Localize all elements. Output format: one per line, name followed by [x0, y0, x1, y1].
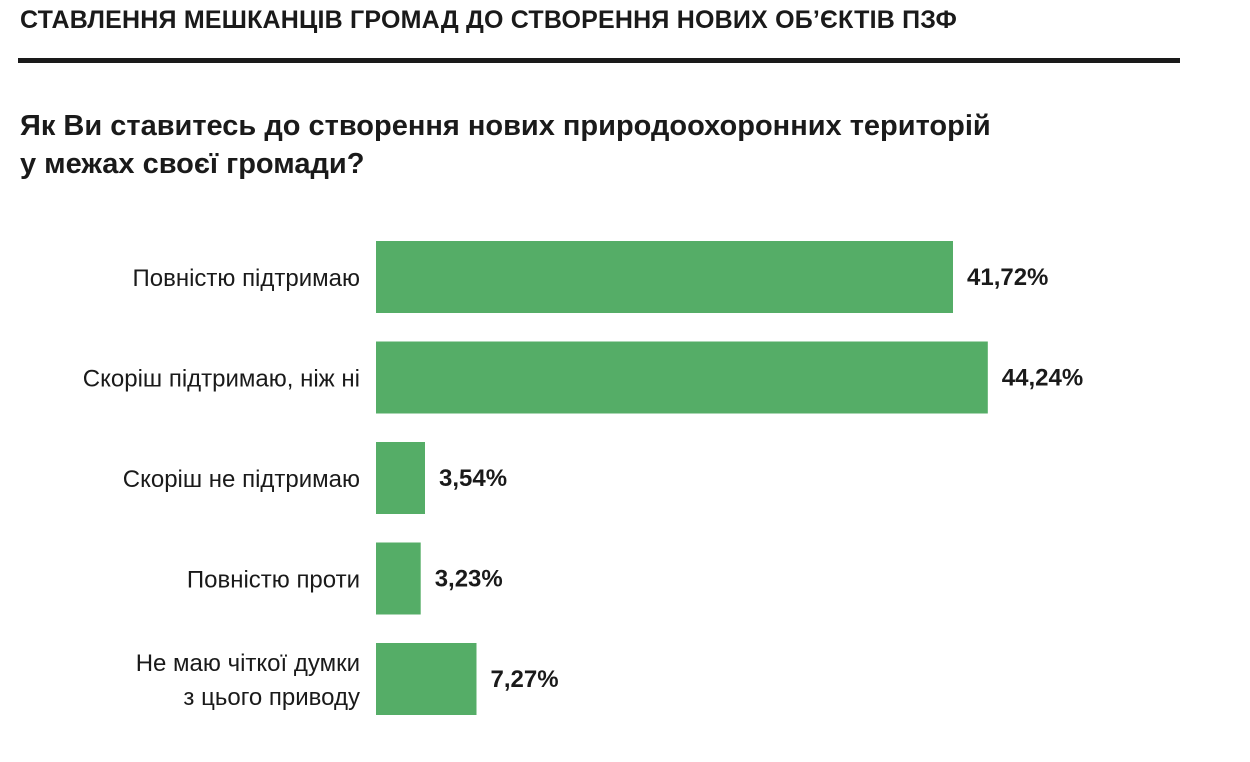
value-label-2: 44,24%	[1002, 365, 1083, 392]
page-title: СТАВЛЕННЯ МЕШКАНЦІВ ГРОМАД ДО СТВОРЕННЯ …	[20, 6, 958, 34]
question-line-2: у межах своєї громади?	[20, 148, 365, 180]
bar-4	[376, 542, 421, 615]
category-label-1: Повністю підтримаю	[132, 265, 360, 292]
question-line-1: Як Ви ставитесь до створення нових приро…	[20, 110, 991, 142]
category-label-5-line-2: з цього приводу	[183, 684, 360, 711]
bar-3	[376, 442, 425, 514]
bar-1	[376, 241, 953, 313]
value-label-3: 3,54%	[439, 465, 507, 492]
category-label-5-line-1: Не маю чіткої думки	[136, 650, 360, 677]
title-divider	[18, 58, 1180, 63]
value-label-5: 7,27%	[491, 666, 559, 693]
question-text: Як Ви ставитесь до створення нових приро…	[20, 107, 1170, 183]
bar-5	[376, 643, 477, 715]
bar-2	[376, 341, 988, 414]
value-label-1: 41,72%	[967, 264, 1048, 291]
category-label-3: Скоріш не підтримаю	[123, 466, 360, 493]
category-label-2: Скоріш підтримаю, ніж ні	[83, 366, 360, 393]
category-label-4: Повністю проти	[187, 567, 360, 594]
value-label-4: 3,23%	[435, 566, 503, 593]
